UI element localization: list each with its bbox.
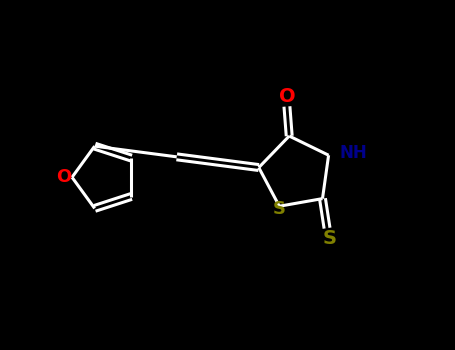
Text: O: O [278, 87, 295, 106]
Text: S: S [273, 199, 286, 217]
Text: NH: NH [340, 144, 368, 162]
Text: O: O [56, 168, 71, 186]
Text: S: S [322, 229, 336, 248]
